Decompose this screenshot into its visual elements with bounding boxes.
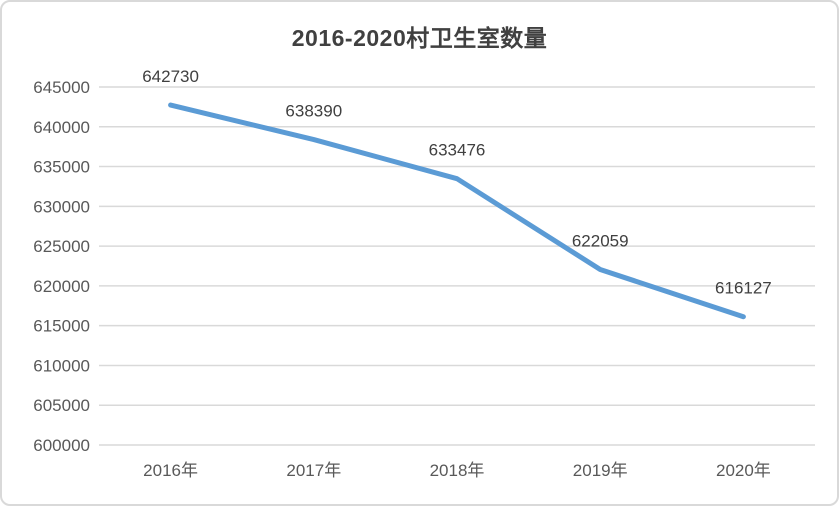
y-tick-label: 640000 [33, 118, 90, 137]
y-tick-label: 635000 [33, 158, 90, 177]
y-tick-label: 600000 [33, 436, 90, 455]
data-label: 642730 [142, 67, 199, 86]
y-tick-label: 620000 [33, 277, 90, 296]
data-label: 616127 [715, 279, 772, 298]
data-series-line [168, 102, 746, 320]
data-label: 638390 [285, 102, 342, 121]
y-tick-label: 625000 [33, 237, 90, 256]
x-tick-label: 2018年 [430, 461, 485, 480]
y-tick-label: 645000 [33, 78, 90, 97]
data-label: 622059 [572, 232, 629, 251]
y-tick-label: 630000 [33, 197, 90, 216]
x-tick-label: 2020年 [716, 461, 771, 480]
x-tick-label: 2017年 [286, 461, 341, 480]
y-tick-label: 605000 [33, 396, 90, 415]
y-tick-label: 615000 [33, 317, 90, 336]
x-tick-label: 2019年 [573, 461, 628, 480]
data-label: 633476 [429, 141, 486, 160]
chart-title: 2016-2020村卫生室数量 [291, 25, 548, 51]
y-tick-label: 610000 [33, 356, 90, 375]
x-tick-label: 2016年 [143, 461, 198, 480]
